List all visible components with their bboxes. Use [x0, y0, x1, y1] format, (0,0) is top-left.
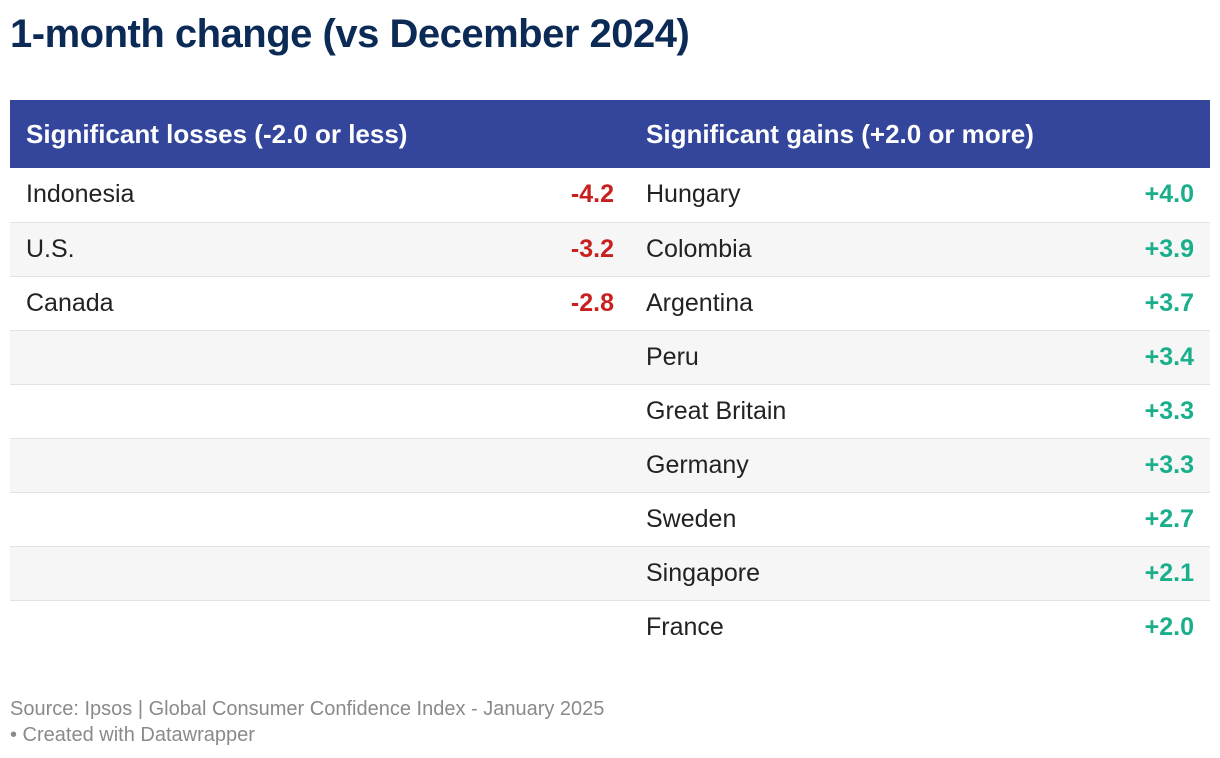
table-row: Canada -2.8 Argentina +3.7 — [10, 276, 1211, 330]
loss-country: Indonesia — [26, 180, 135, 209]
loss-value — [526, 330, 630, 384]
gain-country: Great Britain — [646, 396, 787, 425]
loss-country: Canada — [26, 288, 114, 317]
chart-title: 1-month change (vs December 2024) — [10, 12, 690, 56]
gain-value: +3.9 — [1144, 234, 1195, 263]
table-body: Indonesia -4.2 Hungary +4.0 U.S. -3.2 Colombia… — [10, 168, 1211, 654]
loss-country — [10, 546, 526, 600]
gain-value: +2.0 — [1144, 612, 1195, 641]
loss-value: -3.2 — [570, 234, 614, 263]
gain-country: Peru — [646, 342, 699, 371]
table-row: Sweden +2.7 — [10, 492, 1211, 546]
gain-country: France — [646, 612, 724, 641]
table-row: Peru +3.4 — [10, 330, 1211, 384]
gain-value: +2.1 — [1144, 558, 1195, 587]
table-row: Singapore +2.1 — [10, 546, 1211, 600]
gain-country: Sweden — [646, 504, 737, 533]
chart-footer: Source: Ipsos | Global Consumer Confiden… — [10, 696, 604, 748]
loss-value — [526, 600, 630, 654]
loss-country — [10, 438, 526, 492]
table-row: Great Britain +3.3 — [10, 384, 1211, 438]
credit-note: • Created with Datawrapper — [10, 724, 255, 746]
gain-value: +3.7 — [1144, 288, 1195, 317]
loss-country — [10, 492, 526, 546]
gains-header: Significant gains (+2.0 or more) — [646, 118, 1034, 149]
loss-value — [526, 384, 630, 438]
losses-header: Significant losses (-2.0 or less) — [26, 118, 408, 149]
loss-value: -2.8 — [570, 288, 614, 317]
table-row: U.S. -3.2 Colombia +3.9 — [10, 222, 1211, 276]
loss-country — [10, 330, 526, 384]
gain-country: Singapore — [646, 558, 760, 587]
loss-value — [526, 492, 630, 546]
gain-value: +4.0 — [1144, 180, 1195, 209]
table-row: France +2.0 — [10, 600, 1210, 654]
gain-value: +3.4 — [1144, 342, 1195, 371]
loss-country — [10, 384, 526, 438]
gain-country: Argentina — [646, 288, 754, 317]
table-row: Indonesia -4.2 Hungary +4.0 — [10, 168, 1211, 222]
gain-value: +2.7 — [1144, 504, 1195, 533]
loss-country: U.S. — [26, 234, 75, 263]
loss-value: -4.2 — [570, 180, 614, 209]
gain-country: Hungary — [646, 180, 741, 209]
loss-country — [10, 600, 526, 654]
table-header-row: Significant losses (-2.0 or less) Signif… — [10, 100, 1211, 168]
loss-value — [526, 438, 630, 492]
source-note: Source: Ipsos | Global Consumer Confiden… — [10, 698, 605, 720]
change-table: Significant losses (-2.0 or less) Signif… — [10, 100, 1211, 654]
gain-value: +3.3 — [1144, 450, 1195, 479]
gain-country: Germany — [646, 450, 749, 479]
gain-value: +3.3 — [1144, 396, 1195, 425]
loss-value — [526, 546, 630, 600]
table-row: Germany +3.3 — [10, 438, 1211, 492]
gain-country: Colombia — [646, 234, 752, 263]
